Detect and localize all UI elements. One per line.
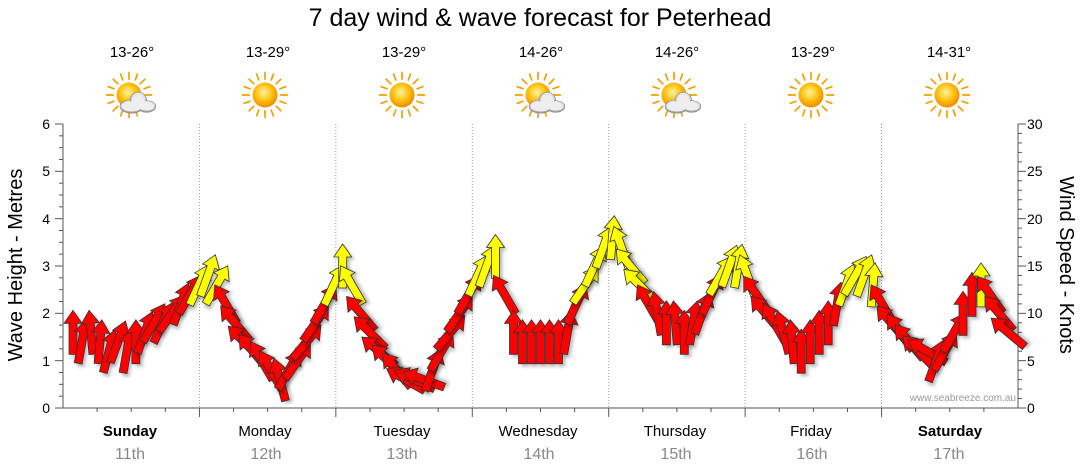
wind-arrow-body bbox=[332, 243, 353, 289]
day-temp-label: 13-26° bbox=[110, 44, 154, 61]
wind-arrow bbox=[338, 265, 371, 308]
chart-title: 7 day wind & wave forecast for Peterhead bbox=[308, 4, 772, 32]
day-name-label: Tuesday bbox=[374, 423, 431, 440]
day-temp-label: 14-26° bbox=[655, 44, 699, 61]
day-date-label: 11th bbox=[115, 446, 145, 463]
right-y-axis: 0 5 10 15 20 25 30 bbox=[1027, 116, 1043, 416]
wind-arrow-body bbox=[864, 262, 884, 308]
sun-icon bbox=[923, 71, 971, 119]
wind-arrow bbox=[63, 309, 85, 358]
right-axis-label: Wind Speed - Knots bbox=[1055, 176, 1077, 354]
left-tick-label: 4 bbox=[42, 211, 50, 227]
day-name-label: Sunday bbox=[103, 423, 158, 440]
sun-cloud-icon bbox=[105, 71, 157, 119]
sun-cloud-icon bbox=[514, 71, 566, 119]
wind-arrow-body bbox=[402, 367, 447, 392]
day-name-label: Thursday bbox=[644, 423, 707, 440]
wind-arrow-body bbox=[63, 309, 83, 355]
sun-icon bbox=[378, 71, 426, 119]
watermark: www.seabreeze.com.au bbox=[909, 393, 1016, 404]
day-date-label: 16th bbox=[796, 446, 827, 463]
sun-icon bbox=[787, 71, 835, 119]
weather-icons bbox=[105, 71, 971, 119]
right-tick-label: 5 bbox=[1027, 353, 1035, 369]
left-tick-label: 5 bbox=[42, 163, 50, 179]
left-y-axis: 0 1 2 3 4 5 6 bbox=[42, 116, 50, 416]
wind-arrow bbox=[91, 319, 113, 368]
day-temp-label: 13-29° bbox=[246, 44, 290, 61]
wind-arrow-body bbox=[990, 317, 1028, 351]
day-date-label: 17th bbox=[933, 446, 964, 463]
day-date-label: 13th bbox=[386, 446, 417, 463]
axis-ticks bbox=[55, 123, 1026, 412]
day-date-label: 14th bbox=[523, 446, 554, 463]
sun-cloud-icon bbox=[650, 71, 702, 119]
day-name-label: Monday bbox=[238, 423, 292, 440]
right-tick-label: 10 bbox=[1027, 305, 1043, 321]
left-tick-label: 2 bbox=[42, 305, 50, 321]
wind-arrows bbox=[63, 214, 1032, 405]
day-temp-label: 13-29° bbox=[791, 44, 835, 61]
day-date-label: 15th bbox=[660, 446, 691, 463]
right-tick-label: 15 bbox=[1027, 258, 1043, 274]
wind-arrow bbox=[990, 317, 1032, 351]
temperature-labels: 13-26° 13-29° 13-29° 14-26° 14-26° 13-29… bbox=[110, 44, 971, 61]
left-tick-label: 6 bbox=[42, 116, 50, 132]
right-tick-label: 30 bbox=[1027, 116, 1043, 132]
day-name-label: Wednesday bbox=[499, 423, 578, 440]
wind-arrow-body bbox=[80, 309, 100, 355]
left-tick-label: 1 bbox=[42, 353, 50, 369]
x-axis-labels: Sunday Monday Tuesday Wednesday Thursday… bbox=[103, 423, 983, 463]
wind-arrow-body bbox=[91, 319, 111, 365]
day-temp-label: 14-26° bbox=[519, 44, 563, 61]
right-tick-label: 0 bbox=[1027, 400, 1035, 416]
day-name-label: Friday bbox=[790, 423, 832, 440]
day-temp-label: 13-29° bbox=[382, 44, 426, 61]
left-tick-label: 0 bbox=[42, 400, 50, 416]
day-name-label: Saturday bbox=[918, 423, 983, 440]
wind-arrow-body bbox=[338, 265, 367, 307]
right-tick-label: 25 bbox=[1027, 163, 1043, 179]
day-temp-label: 14-31° bbox=[927, 44, 971, 61]
wind-arrow-body bbox=[646, 290, 666, 337]
sun-icon bbox=[241, 71, 289, 119]
day-date-label: 12th bbox=[250, 446, 281, 463]
left-axis-label: Wave Height - Metres bbox=[5, 169, 27, 362]
left-tick-label: 3 bbox=[42, 258, 50, 274]
right-tick-label: 20 bbox=[1027, 211, 1043, 227]
